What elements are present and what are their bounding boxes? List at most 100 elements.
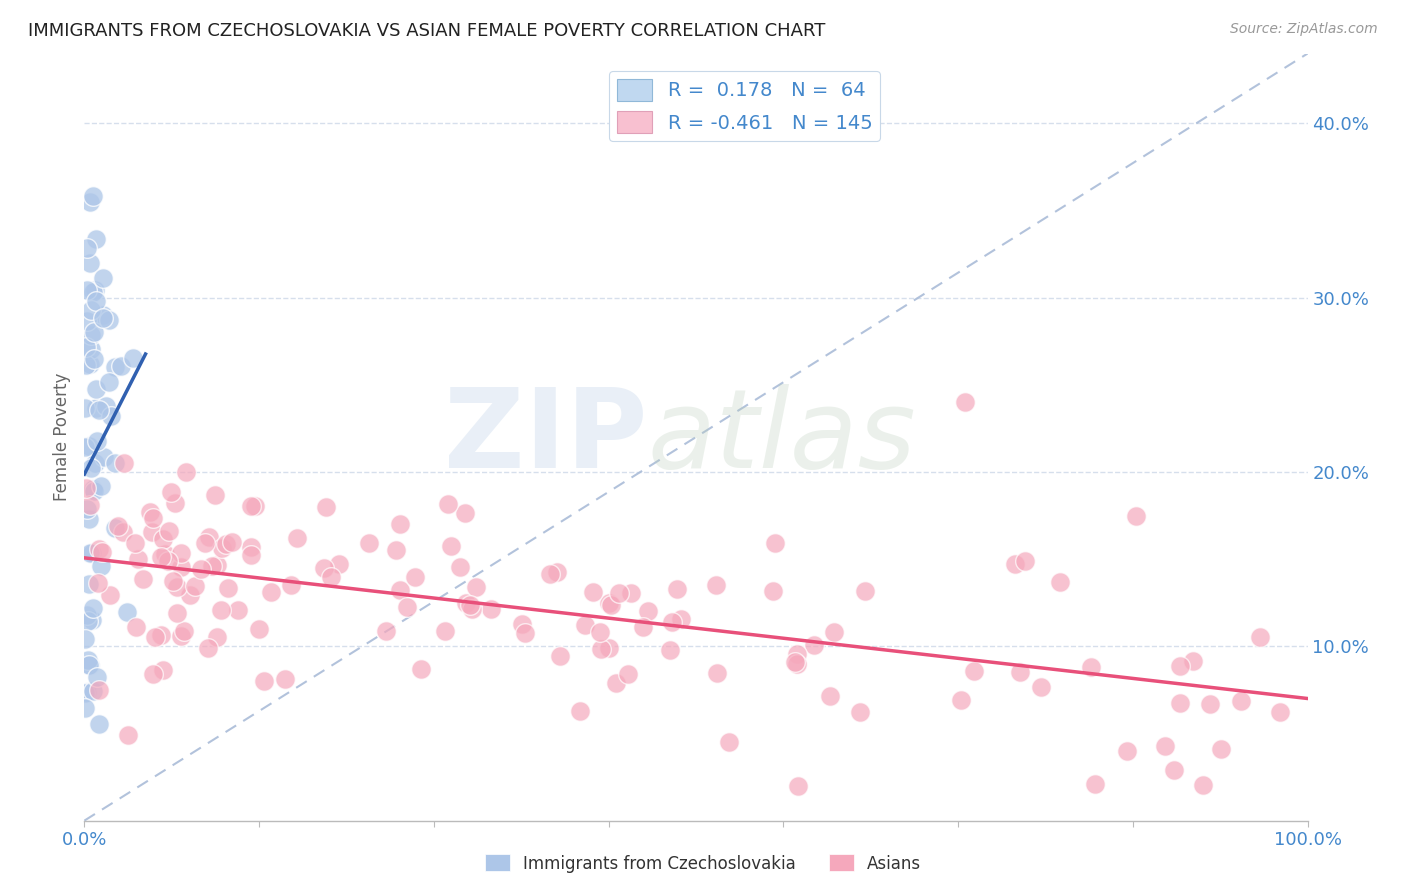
Point	[1010, 665, 1032, 680]
Point	[174, 465, 197, 479]
Point	[280, 578, 302, 592]
Point	[82, 285, 104, 299]
Point	[80, 461, 103, 475]
Point	[786, 647, 808, 661]
Point	[160, 484, 183, 499]
Point	[389, 582, 412, 597]
Point	[205, 630, 228, 644]
Text: ZIP: ZIP	[444, 384, 647, 491]
Point	[77, 512, 100, 526]
Point	[152, 663, 174, 677]
Y-axis label: Female Poverty: Female Poverty	[53, 373, 72, 501]
Point	[157, 524, 180, 539]
Point	[617, 666, 640, 681]
Point	[179, 588, 201, 602]
Point	[104, 360, 127, 375]
Point	[143, 630, 166, 644]
Point	[803, 638, 825, 652]
Point	[86, 576, 108, 591]
Point	[1004, 557, 1026, 571]
Point	[312, 560, 335, 574]
Point	[173, 624, 195, 639]
Point	[76, 241, 98, 255]
Point	[83, 484, 105, 499]
Point	[1125, 508, 1147, 523]
Point	[84, 293, 107, 308]
Point	[190, 562, 212, 576]
Point	[1198, 697, 1220, 711]
Point	[114, 456, 136, 470]
Point	[79, 577, 101, 591]
Point	[226, 603, 249, 617]
Point	[207, 558, 229, 572]
Point	[609, 585, 631, 599]
Point	[962, 665, 984, 679]
Point	[319, 570, 342, 584]
Legend: Immigrants from Czechoslovakia, Asians: Immigrants from Czechoslovakia, Asians	[478, 847, 928, 880]
Point	[582, 585, 605, 599]
Point	[538, 567, 561, 582]
Point	[84, 382, 107, 396]
Point	[449, 560, 471, 574]
Point	[599, 599, 621, 613]
Point	[75, 340, 97, 354]
Point	[76, 685, 98, 699]
Point	[122, 351, 145, 366]
Point	[76, 283, 98, 297]
Point	[170, 546, 193, 560]
Point	[141, 525, 163, 540]
Point	[117, 728, 139, 742]
Point	[211, 541, 233, 556]
Point	[574, 618, 596, 632]
Point	[82, 482, 104, 496]
Point	[89, 542, 111, 557]
Point	[93, 450, 115, 464]
Point	[91, 270, 114, 285]
Point	[375, 624, 398, 638]
Point	[125, 620, 148, 634]
Point	[409, 662, 432, 676]
Point	[79, 439, 101, 453]
Point	[90, 479, 112, 493]
Point	[598, 596, 620, 610]
Point	[84, 231, 107, 245]
Point	[82, 188, 104, 202]
Point	[436, 497, 458, 511]
Point	[152, 532, 174, 546]
Point	[104, 456, 127, 470]
Point	[77, 653, 100, 667]
Text: Source: ZipAtlas.com: Source: ZipAtlas.com	[1230, 22, 1378, 37]
Point	[75, 686, 97, 700]
Point	[434, 624, 457, 638]
Point	[454, 596, 477, 610]
Point	[315, 500, 337, 514]
Point	[274, 672, 297, 686]
Point	[762, 584, 785, 599]
Point	[194, 536, 217, 550]
Point	[260, 585, 283, 599]
Point	[96, 399, 118, 413]
Point	[440, 539, 463, 553]
Point	[513, 626, 536, 640]
Point	[184, 579, 207, 593]
Point	[75, 481, 97, 495]
Point	[357, 536, 380, 550]
Point	[124, 535, 146, 549]
Point	[464, 580, 486, 594]
Point	[385, 542, 408, 557]
Point	[111, 524, 134, 539]
Point	[1029, 681, 1052, 695]
Point	[620, 586, 643, 600]
Point	[149, 550, 172, 565]
Point	[823, 624, 845, 639]
Point	[783, 655, 806, 669]
Point	[458, 599, 481, 613]
Point	[170, 560, 193, 574]
Point	[104, 521, 127, 535]
Point	[704, 578, 727, 592]
Point	[669, 611, 692, 625]
Point	[76, 614, 98, 628]
Point	[658, 642, 681, 657]
Point	[853, 583, 876, 598]
Point	[76, 501, 98, 516]
